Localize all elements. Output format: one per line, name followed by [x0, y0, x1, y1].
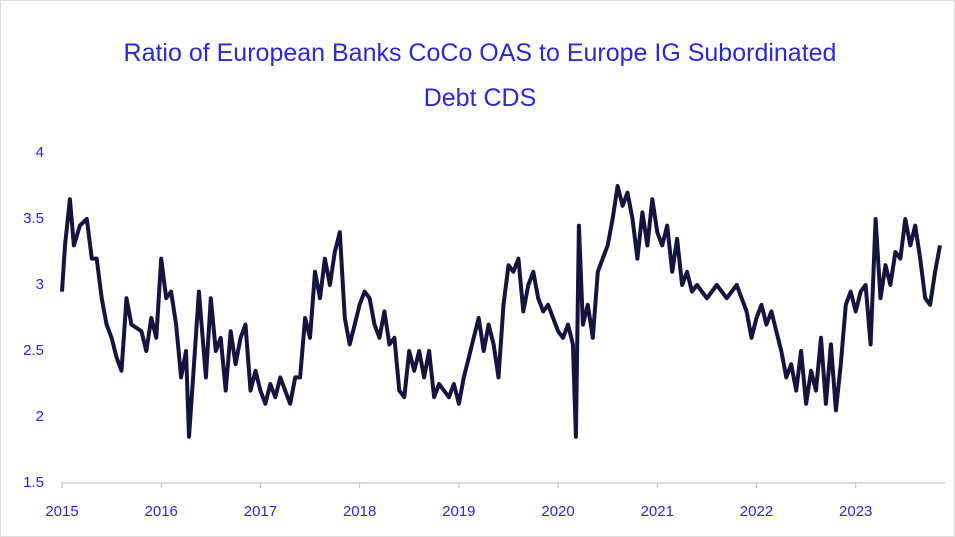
x-tick-label: 2023 — [839, 503, 872, 520]
x-tick-label: 2016 — [145, 503, 178, 520]
y-tick-label: 3.5 — [23, 210, 44, 227]
y-tick-label: 2.5 — [23, 342, 44, 359]
x-tick-label: 2018 — [343, 503, 376, 520]
x-tick-label: 2017 — [244, 503, 277, 520]
y-tick-label: 1.5 — [23, 474, 44, 491]
x-tick-label: 2021 — [641, 503, 674, 520]
x-tick-label: 2019 — [442, 503, 475, 520]
y-tick-label: 3 — [36, 276, 44, 293]
x-tick-label: 2020 — [541, 503, 574, 520]
y-tick-label: 4 — [36, 144, 44, 161]
data-line — [60, 184, 942, 439]
y-tick-label: 2 — [36, 408, 44, 425]
x-tick-label: 2015 — [45, 503, 78, 520]
chart-title-line-1: Ratio of European Banks CoCo OAS to Euro… — [124, 39, 837, 112]
x-tick-label: 2022 — [740, 503, 773, 520]
